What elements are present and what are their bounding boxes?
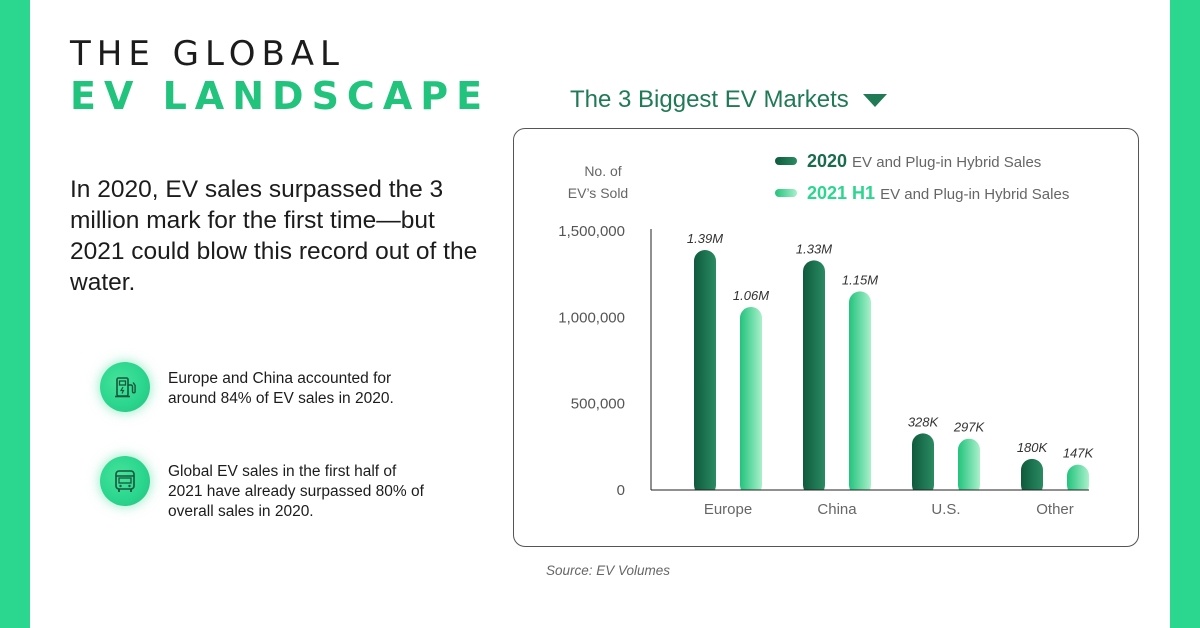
legend-series-name: 2020 (807, 151, 852, 171)
legend-swatch (775, 189, 797, 197)
title-line-2: EV LANDSCAPE (70, 74, 491, 118)
chart-frame (513, 128, 1139, 547)
legend-series-suffix: EV and Plug-in Hybrid Sales (852, 154, 1041, 171)
bar-value-label: 1.06M (733, 288, 769, 303)
bar-china-2020 (803, 260, 825, 496)
y-axis-label-line-2: EV’s Sold (568, 185, 628, 201)
chart-heading: The 3 Biggest EV Markets (570, 86, 887, 114)
bar-value-label: 1.33M (796, 241, 832, 256)
bar-other-2021h1 (1067, 464, 1089, 496)
legend-swatch (775, 157, 797, 165)
bus-icon (100, 456, 150, 506)
bar-us-2020 (912, 433, 934, 496)
fact-item-europe-china: Europe and China accounted for around 84… (100, 362, 428, 412)
fact-text-1: Europe and China accounted for around 84… (168, 370, 394, 407)
fact-item-global-sales: Global EV sales in the first half of 202… (100, 456, 428, 522)
fact-text-2: Global EV sales in the first half of 202… (168, 463, 424, 520)
triangle-down-icon (862, 93, 887, 107)
bar-value-label: 1.39M (687, 231, 723, 246)
legend-entry: 2021 H1 EV and Plug-in Hybrid Sales (807, 183, 1069, 203)
bar-value-label: 147K (1063, 446, 1095, 461)
title-line-1: THE GLOBAL (70, 34, 345, 74)
legend-series-suffix: EV and Plug-in Hybrid Sales (880, 186, 1069, 203)
y-tick-label: 500,000 (571, 396, 625, 413)
x-tick-label: U.S. (931, 501, 960, 518)
bar-china-2021h1 (849, 291, 871, 496)
y-tick-label: 1,500,000 (558, 223, 625, 240)
right-accent-stripe (1170, 0, 1200, 628)
source-note: Source: EV Volumes (546, 563, 671, 578)
bar-value-label: 297K (953, 420, 986, 435)
baseline-mask (652, 490, 1090, 499)
bar-europe-2021h1 (740, 306, 762, 496)
bar-us-2021h1 (958, 438, 980, 496)
y-tick-label: 0 (617, 482, 625, 499)
bar-chart: No. of EV’s Sold 0 500,000 1,000,000 1,500,00… (558, 151, 1095, 518)
x-tick-label: Other (1036, 501, 1074, 518)
legend-entry: 2020 EV and Plug-in Hybrid Sales (807, 151, 1041, 171)
y-tick-label: 1,000,000 (558, 309, 625, 326)
legend-series-name: 2021 H1 (807, 183, 880, 203)
x-tick-label: China (817, 501, 857, 518)
left-accent-stripe (0, 0, 30, 628)
bar-europe-2020 (694, 249, 716, 496)
y-axis-label-line-1: No. of (584, 163, 621, 179)
bar-value-label: 180K (1017, 440, 1049, 455)
bar-value-label: 328K (908, 414, 940, 429)
x-tick-label: Europe (704, 501, 752, 518)
bar-other-2020 (1021, 458, 1043, 496)
chart-heading-text: The 3 Biggest EV Markets (570, 86, 849, 113)
lead-paragraph: In 2020, EV sales surpassed the 3 millio… (70, 176, 478, 296)
bar-value-label: 1.15M (842, 272, 878, 287)
ev-charger-icon (100, 362, 150, 412)
